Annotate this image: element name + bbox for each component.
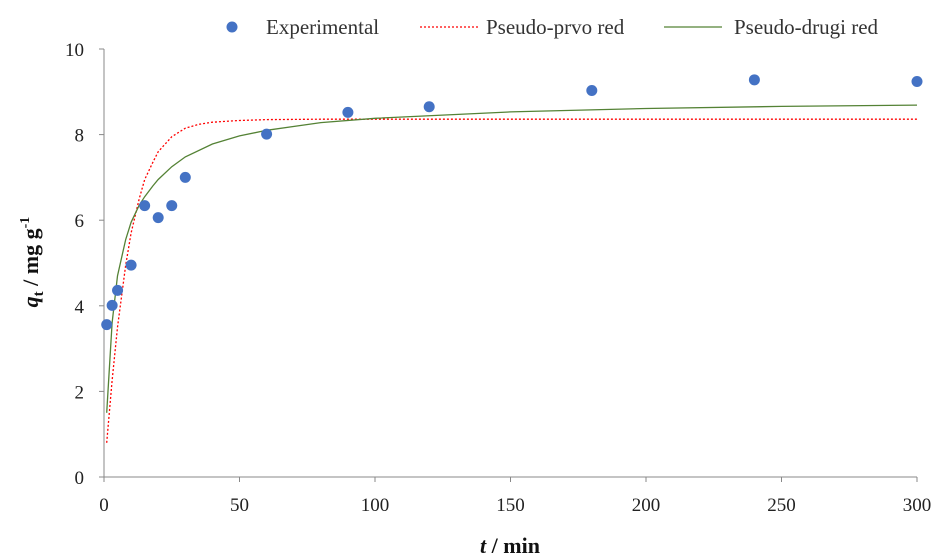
data-point	[112, 284, 124, 296]
legend-label-pseudo-prvo-red: Pseudo-prvo red	[486, 15, 625, 39]
y-tick-label: 0	[75, 468, 85, 489]
legend: Experimental Pseudo-prvo red Pseudo-drugi …	[226, 15, 879, 39]
y-tick-label: 10	[65, 40, 84, 61]
x-tick-label: 300	[903, 495, 932, 516]
y-tick-label: 2	[75, 382, 85, 403]
x-axis-title: t / min	[480, 533, 540, 558]
x-tick-label: 250	[767, 495, 796, 516]
legend-marker-experimental	[226, 21, 238, 33]
x-tick-label: 50	[230, 495, 249, 516]
data-point	[179, 171, 191, 183]
x-tick-label: 200	[632, 495, 661, 516]
x-tick-label: 100	[361, 495, 390, 516]
data-point	[101, 319, 113, 331]
legend-label-experimental: Experimental	[266, 15, 379, 39]
data-point	[125, 259, 137, 271]
data-point	[911, 76, 923, 88]
data-point	[342, 106, 354, 118]
y-tick-label: 8	[75, 126, 85, 147]
data-point	[748, 74, 760, 86]
legend-label-pseudo-drugi-red: Pseudo-drugi red	[734, 15, 879, 39]
y-tick-label: 4	[75, 297, 85, 318]
data-point	[586, 85, 598, 97]
x-tick-label: 0	[99, 495, 109, 516]
data-point	[106, 299, 118, 311]
series-line-pseudo-prvo-red	[106, 118, 917, 443]
data-point	[423, 101, 435, 113]
x-tick-label: 150	[496, 495, 525, 516]
y-tick-label: 6	[75, 211, 85, 232]
data-point	[261, 128, 273, 140]
data-point	[152, 212, 164, 224]
series-line-pseudo-drugi-red	[106, 104, 918, 413]
y-axis-title: qt / mg g-1	[18, 217, 47, 308]
data-point	[139, 200, 151, 212]
axes	[103, 49, 917, 478]
data-point	[166, 200, 178, 212]
plot-area	[101, 74, 923, 443]
